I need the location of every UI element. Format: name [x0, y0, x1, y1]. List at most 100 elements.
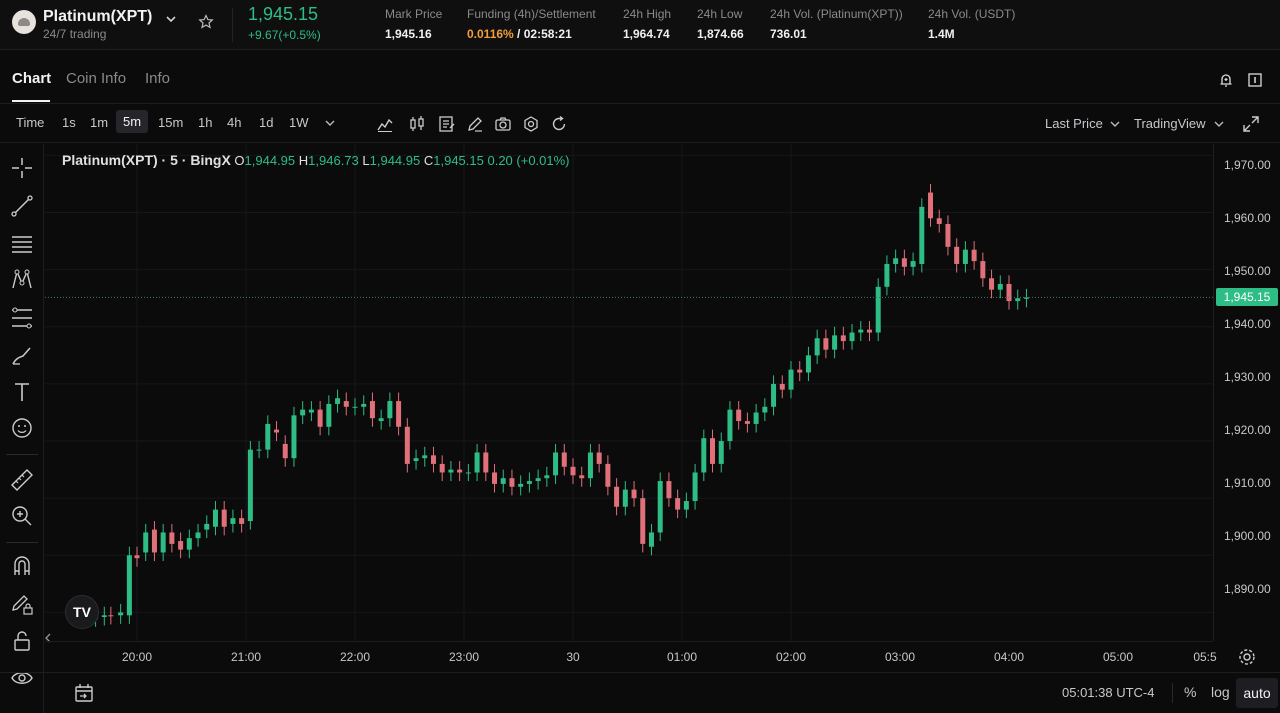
crosshair-icon[interactable]: [10, 156, 34, 180]
candle-body: [1015, 298, 1021, 302]
candle-body: [143, 532, 149, 553]
candle-body: [396, 401, 402, 427]
chart-legend: Platinum(XPT) · 5 · BingX O1,944.95 H1,9…: [62, 152, 570, 168]
emoji-icon[interactable]: [10, 416, 34, 440]
collapse-arrow-icon[interactable]: [44, 632, 52, 644]
candle-body: [300, 409, 306, 416]
eye-icon[interactable]: [10, 666, 34, 690]
tradingview-logo[interactable]: TV: [65, 595, 99, 629]
template-icon[interactable]: [438, 115, 456, 133]
alert-icon[interactable]: [1218, 72, 1234, 88]
candle-body: [291, 415, 297, 459]
lock-drawing-icon[interactable]: [10, 592, 34, 616]
trend-line-icon[interactable]: [10, 194, 34, 218]
text-icon[interactable]: [10, 380, 34, 404]
brush-icon[interactable]: [10, 344, 34, 368]
chart-settings-icon[interactable]: [1238, 648, 1256, 666]
stat-24h-vol-xpt: 24h Vol. (Platinum(XPT)) 736.01: [770, 7, 903, 41]
magnet-icon[interactable]: [10, 554, 34, 578]
draw-pencil-icon[interactable]: [466, 115, 484, 133]
date-range-icon[interactable]: [73, 682, 95, 704]
candle-body: [474, 452, 480, 473]
symbol-title[interactable]: Platinum(XPT): [43, 8, 153, 25]
timeframe-toolbar: Time 1s 1m 5m 15m 1h 4h 1d 1W Last Price…: [0, 105, 1280, 143]
x-tick: 21:00: [230, 650, 262, 664]
candle-body: [971, 249, 977, 262]
x-tick: 30: [566, 650, 580, 664]
camera-icon[interactable]: [494, 115, 512, 133]
candle-body: [108, 615, 114, 617]
timeframe-1h[interactable]: 1h: [198, 115, 213, 130]
candle-body: [317, 409, 323, 427]
settings-gear-icon[interactable]: [522, 115, 540, 133]
candle-body: [430, 455, 436, 464]
candle-body: [448, 469, 454, 473]
tab-info[interactable]: Info: [145, 70, 171, 87]
candle-body: [884, 263, 890, 287]
x-tick: 20:00: [121, 650, 153, 664]
timeframe-1m[interactable]: 1m: [90, 115, 109, 130]
candle-body: [378, 418, 384, 422]
fib-tool-icon[interactable]: [10, 306, 34, 330]
candle-body: [465, 472, 471, 474]
candle-body: [797, 369, 803, 373]
y-tick: 1,950.00: [1224, 264, 1271, 278]
candle-body: [718, 441, 724, 464]
timeframe-1d[interactable]: 1d: [259, 115, 274, 130]
chart-view-select[interactable]: TradingView: [1134, 116, 1206, 131]
percent-toggle[interactable]: %: [1184, 684, 1197, 700]
candle-body: [614, 486, 620, 507]
price-axis[interactable]: 1,970.00 1,960.00 1,950.00 1,940.00 1,93…: [1213, 144, 1280, 641]
candle-body: [997, 283, 1003, 290]
chevron-down-icon[interactable]: [1212, 117, 1226, 131]
timeframe-time[interactable]: Time: [16, 115, 45, 130]
candle-body: [361, 403, 367, 407]
candle-body: [587, 452, 593, 479]
candlestick-chart[interactable]: [45, 144, 1213, 641]
reset-icon[interactable]: [550, 115, 568, 133]
tab-coin-info[interactable]: Coin Info: [66, 70, 127, 87]
stat-value: 1,945.16: [385, 27, 432, 41]
indicators-icon[interactable]: [376, 115, 394, 133]
stat-label: 24h High: [623, 7, 672, 21]
funding-rate: 0.0116%: [467, 27, 514, 41]
candlestick-type-icon[interactable]: [408, 115, 426, 133]
candle-body: [160, 532, 166, 553]
candle-body: [596, 452, 602, 464]
candle-body: [212, 509, 218, 527]
chevron-down-icon[interactable]: [164, 12, 178, 26]
stat-24h-vol-usdt: 24h Vol. (USDT) 1.4M: [928, 7, 1015, 41]
candle-body: [308, 409, 314, 413]
log-toggle[interactable]: log: [1211, 684, 1230, 700]
candle-body: [710, 438, 716, 464]
x-tick: 04:00: [993, 650, 1025, 664]
horizontal-lines-icon[interactable]: [10, 232, 34, 256]
fullscreen-icon[interactable]: [1242, 115, 1260, 133]
lock-icon[interactable]: [10, 629, 34, 653]
window-icon[interactable]: [1247, 72, 1263, 88]
timeframe-4h[interactable]: 4h: [227, 115, 242, 130]
stat-24h-high: 24h High 1,964.74: [623, 7, 671, 41]
tab-chart[interactable]: Chart: [12, 70, 52, 87]
timeframe-1s[interactable]: 1s: [62, 115, 76, 130]
clock[interactable]: 05:01:38 UTC-4: [1062, 685, 1155, 700]
timeframe-15m[interactable]: 15m: [158, 115, 184, 130]
candle-body: [239, 518, 245, 524]
chevron-down-icon[interactable]: [1108, 117, 1122, 131]
platinum-logo-icon: [12, 10, 36, 34]
timeframe-5m[interactable]: 5m: [116, 110, 149, 133]
zoom-in-icon[interactable]: [10, 504, 34, 528]
timeframe-1w[interactable]: 1W: [289, 115, 309, 130]
divider: [6, 454, 38, 455]
time-axis[interactable]: 20:00 21:00 22:00 23:00 30 01:00 02:00 0…: [45, 641, 1217, 671]
candle-body: [544, 475, 550, 479]
pattern-icon[interactable]: [10, 268, 34, 292]
price-type-select[interactable]: Last Price: [1045, 116, 1103, 131]
candle-body: [701, 438, 707, 473]
stat-label: 24h Vol. (Platinum(XPT)): [770, 7, 903, 21]
auto-scale-toggle[interactable]: auto: [1236, 678, 1278, 708]
chevron-down-icon[interactable]: [323, 116, 337, 130]
ruler-icon[interactable]: [10, 468, 34, 492]
star-icon[interactable]: [198, 14, 214, 30]
candle-body: [204, 523, 210, 530]
